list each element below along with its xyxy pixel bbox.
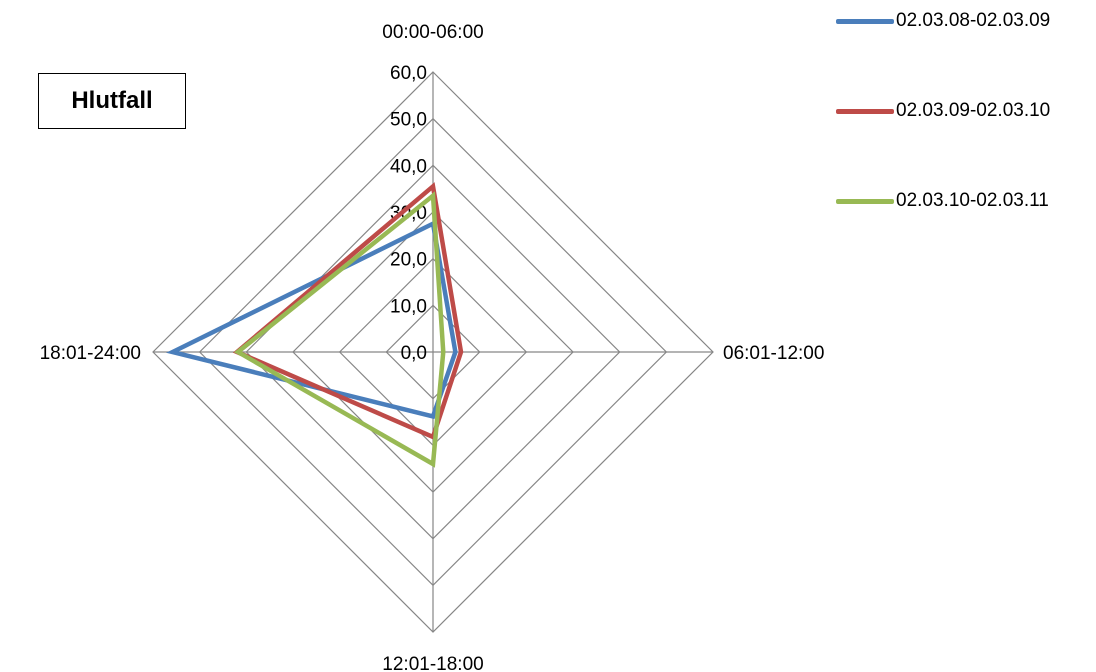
legend-label: 02.03.08-02.03.09 <box>896 10 1051 31</box>
legend-item: 02.03.09-02.03.10 <box>836 100 1050 122</box>
legend-swatch <box>836 108 894 114</box>
radial-tick-label: 50,0 <box>390 110 427 131</box>
radial-tick-label: 40,0 <box>390 156 427 177</box>
radial-tick-labels: 0,010,020,030,040,050,060,0 <box>390 63 427 364</box>
category-label: 12:01-18:00 <box>382 654 483 672</box>
legend-label: 02.03.09-02.03.10 <box>896 100 1051 121</box>
legend-item: 02.03.10-02.03.11 <box>836 190 1049 212</box>
legend-swatch <box>836 198 894 204</box>
series-lines <box>166 182 464 468</box>
series-line <box>233 191 446 468</box>
series-line <box>166 220 458 420</box>
radial-tick-label: 10,0 <box>390 296 427 317</box>
category-label: 00:00-06:00 <box>382 22 483 43</box>
chart-title: Hlutfall <box>38 73 186 129</box>
legend-swatch <box>836 18 894 24</box>
category-label: 06:01-12:00 <box>723 343 824 364</box>
radial-tick-label: 60,0 <box>390 63 427 84</box>
legend-item: 02.03.08-02.03.09 <box>836 10 1050 32</box>
category-labels: 00:00-06:00 06:01-12:00 12:01-18:00 18:01-2… <box>40 22 825 672</box>
series-line <box>232 182 464 440</box>
radial-tick-label: 20,0 <box>390 250 427 271</box>
legend-label: 02.03.10-02.03.11 <box>896 190 1049 211</box>
radial-tick-label: 0,0 <box>401 343 427 364</box>
category-label: 18:01-24:00 <box>40 343 141 364</box>
